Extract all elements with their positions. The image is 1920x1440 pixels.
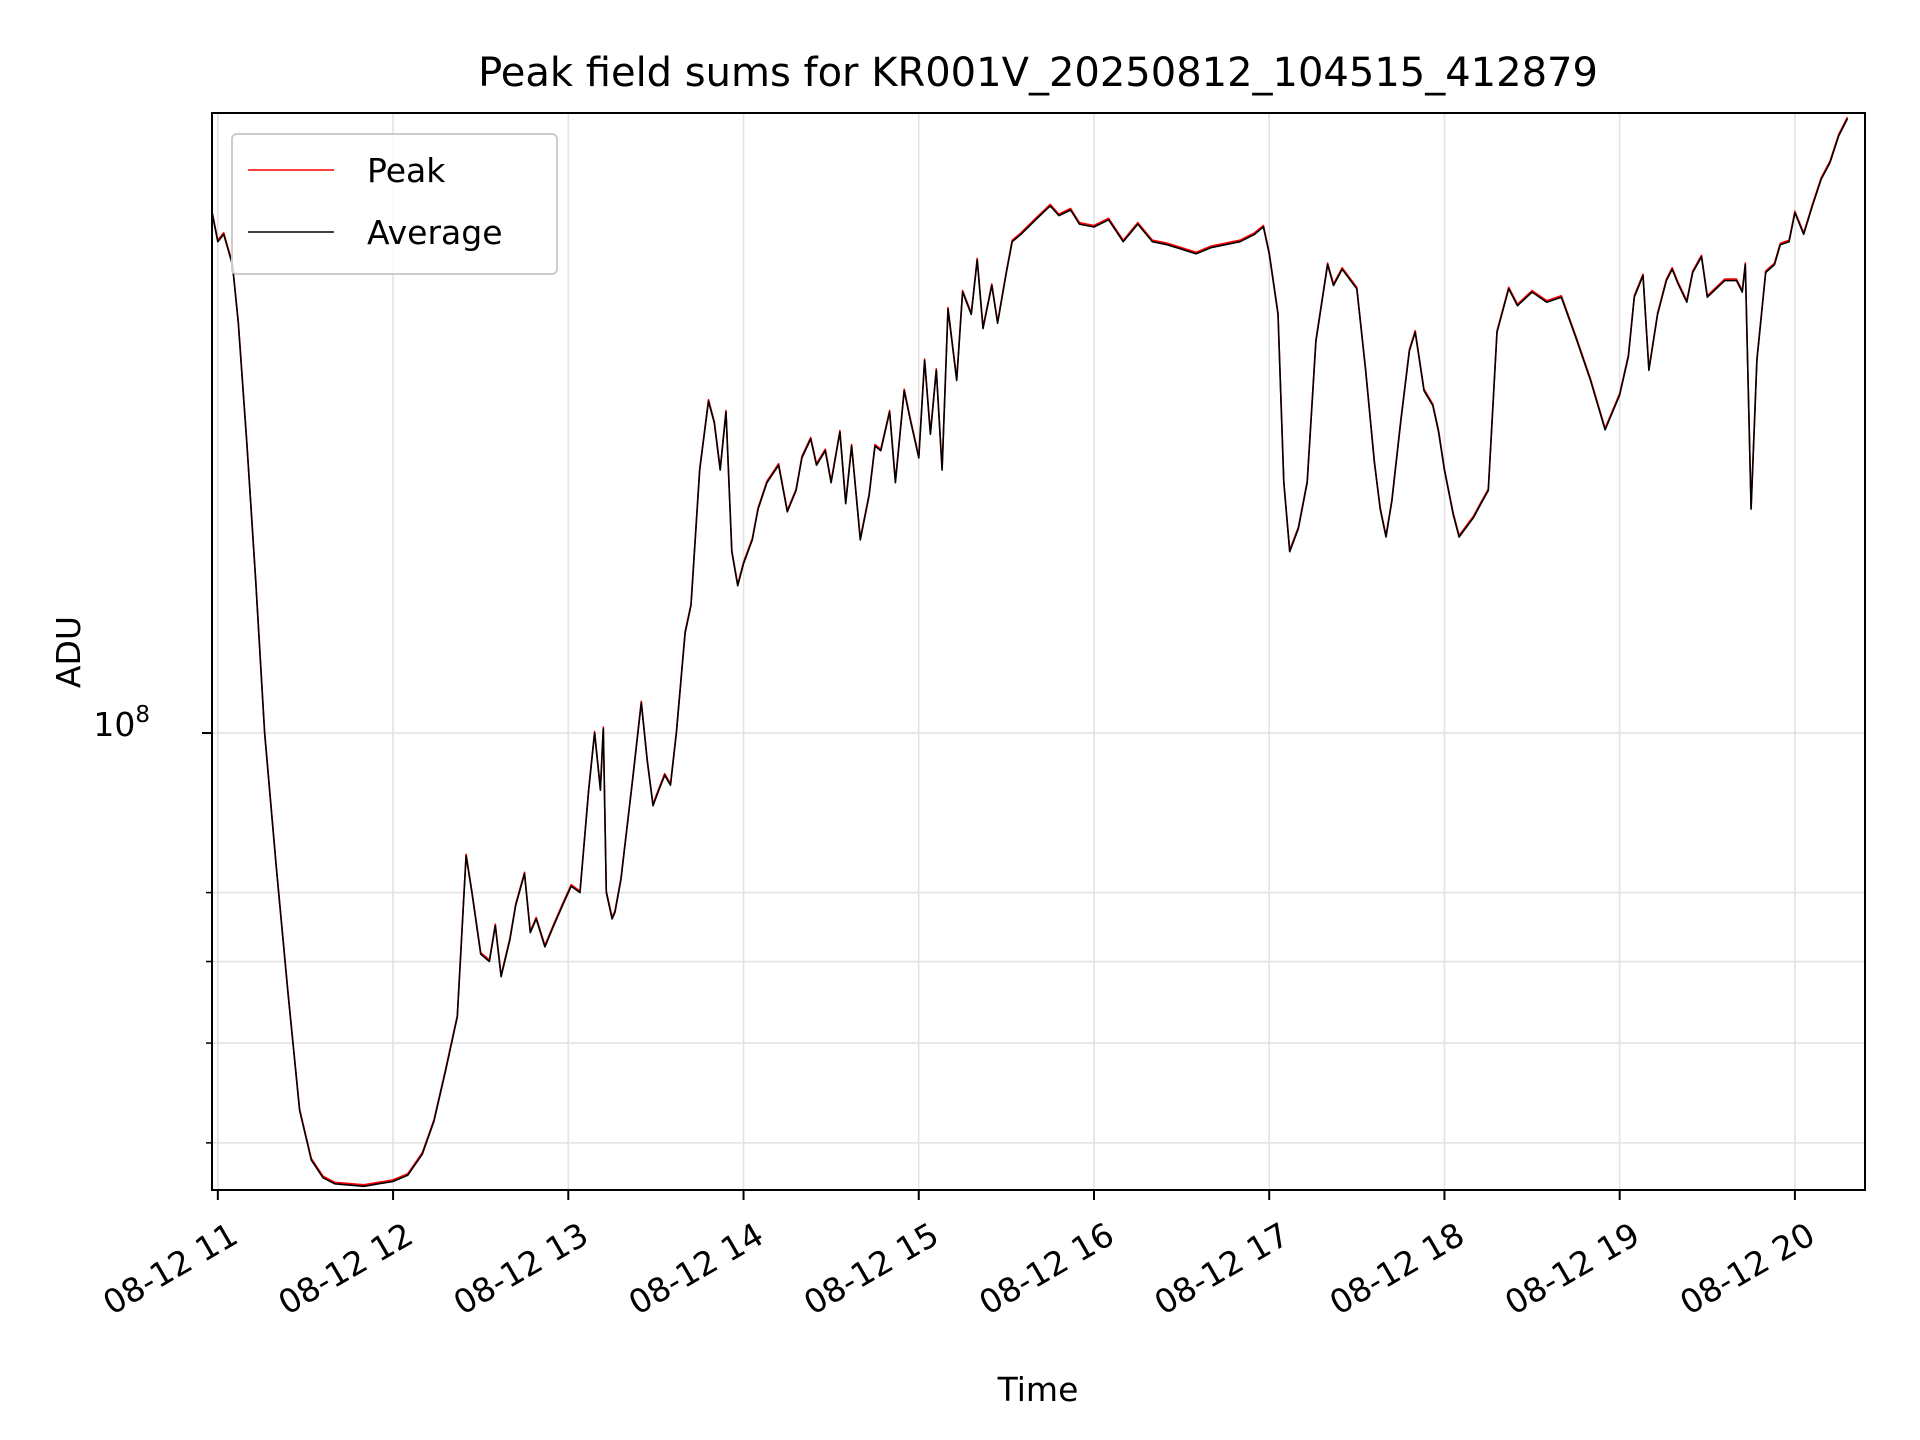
y-axis-label: ADU [49, 616, 88, 688]
y-tick-exponent: 8 [135, 702, 150, 728]
grid [212, 113, 1865, 1190]
y-tick-base: 10 [93, 705, 135, 744]
x-axis-label: Time [997, 1370, 1079, 1409]
legend-label-peak: Peak [367, 151, 446, 190]
y-axis-ticks [202, 732, 212, 1144]
series-line-average [211, 118, 1849, 1188]
plot-frame [211, 112, 1866, 1191]
y-tick-label-major: 108 [93, 702, 150, 744]
legend-label-average: Average [367, 213, 503, 252]
chart-title: Peak field sums for KR001V_20250812_1045… [478, 50, 1598, 96]
plot-area-background [212, 113, 1865, 1190]
series-lines [211, 116, 1849, 1188]
legend-box [231, 133, 558, 275]
legend: Peak Average [231, 133, 558, 275]
